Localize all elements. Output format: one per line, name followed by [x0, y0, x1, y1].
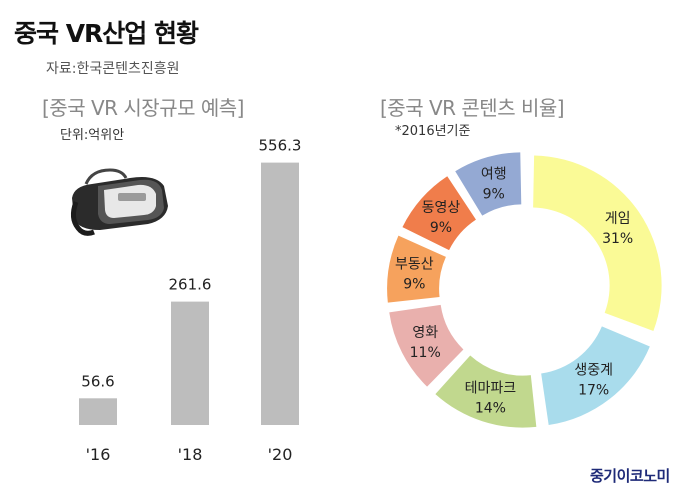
category-label: '16: [86, 445, 111, 464]
slice-value-label: 14%: [475, 401, 506, 417]
slice-name-label: 생중계: [574, 362, 613, 378]
donut-slice-0: [533, 155, 662, 332]
slice-value-label: 17%: [578, 382, 609, 398]
slice-value-label: 9%: [483, 186, 505, 202]
donut-slice-4: [387, 235, 446, 303]
slice-name-label: 여행: [481, 166, 507, 182]
donut-slice-2: [435, 355, 537, 428]
slice-value-label: 9%: [403, 276, 425, 292]
category-label: '18: [178, 445, 203, 464]
slice-name-label: 테마파크: [465, 381, 517, 397]
slice-name-label: 부동산: [395, 256, 434, 272]
bar-0: [79, 398, 117, 425]
slice-name-label: 게임: [605, 211, 631, 227]
slice-value-label: 31%: [602, 231, 633, 247]
publisher-logo: 중기이코노미: [590, 467, 670, 485]
slice-value-label: 11%: [410, 345, 441, 361]
bar-value-label: 556.3: [259, 137, 302, 155]
slice-name-label: 영화: [412, 325, 438, 341]
donut-slice-5: [402, 176, 476, 251]
donut-slice-1: [541, 326, 650, 425]
bar-chart-title: [중국 VR 시장규모 예측]: [42, 96, 244, 120]
slice-name-label: 동영상: [422, 200, 461, 216]
bar-value-label: 56.6: [81, 372, 114, 390]
unit-note: 단위:억위안: [60, 128, 125, 143]
donut-chart-title: [중국 VR 콘텐츠 비율]: [380, 96, 565, 120]
slice-value-label: 9%: [430, 220, 452, 236]
bar-2: [261, 162, 299, 426]
category-label: '20: [268, 445, 293, 464]
base-year-note: *2016년기준: [395, 124, 471, 139]
bar-value-label: 261.6: [169, 276, 212, 294]
source-note: 자료:한국콘텐츠진흥원: [46, 61, 180, 77]
vr-headset-icon: [70, 168, 168, 236]
donut-slice-3: [389, 304, 464, 387]
page-title: 중국 VR산업 현황: [14, 19, 199, 48]
donut-slice-6: [455, 152, 522, 216]
bar-1: [171, 301, 209, 425]
